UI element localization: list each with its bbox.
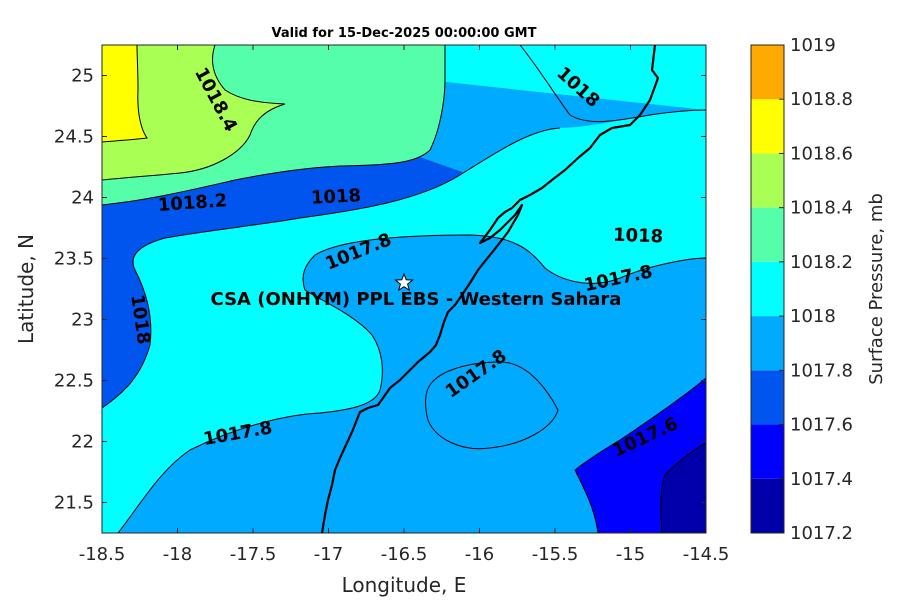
- x-axis-label: Longitude, E: [342, 573, 467, 597]
- station-marker: CSA (ONHYM) PPL EBS - Western Sahara: [211, 272, 622, 310]
- colorbar-segment: [751, 153, 784, 208]
- y-tick-label: 24.5: [54, 127, 94, 148]
- isoline: [519, 45, 706, 123]
- y-axis-ticks: 21.5 22 22.5 23 23.5 24 24.5 25: [54, 66, 706, 514]
- y-tick-label: 23: [71, 310, 94, 331]
- x-tick-label: -17.5: [230, 544, 277, 565]
- isoline: [574, 377, 706, 533]
- isoline: [102, 45, 286, 181]
- colorbar-segment: [751, 261, 784, 317]
- colorbar-tick-label: 1017.2: [790, 523, 853, 544]
- station-star-icon: [394, 272, 414, 292]
- colorbar-tick-label: 1018.8: [790, 89, 853, 110]
- isoline: [425, 361, 559, 450]
- colorbar-tick-label: 1018.4: [790, 198, 853, 219]
- y-tick-label: 22: [71, 432, 94, 453]
- colorbar-tick-label: 1017.8: [790, 360, 853, 381]
- colorbar: 1017.2 1017.4 1017.6 1017.8 1018 1018.2 1018.4…: [750, 35, 853, 544]
- colorbar-label: Surface Pressure, mb: [866, 193, 887, 385]
- colorbar-tick-label: 1018: [790, 306, 836, 327]
- fill-level-1018: [102, 45, 706, 533]
- colorbar-segment: [751, 478, 784, 533]
- y-tick-label: 24: [71, 188, 94, 209]
- colorbar-tick-label: 1017.4: [790, 469, 853, 490]
- y-tick-label: 22.5: [54, 371, 94, 392]
- x-tick-label: -18: [163, 544, 192, 565]
- y-axis-label: Latitude, N: [14, 234, 38, 344]
- fill-level-1017-8-pocket: [425, 362, 558, 449]
- x-tick-label: -16.5: [381, 544, 428, 565]
- x-axis-ticks: -18.5 -18 -17.5 -17 -16.5 -16 -15.5 -15 -14.5: [79, 45, 730, 565]
- fill-level-1018-6: [102, 45, 147, 142]
- isoline: [102, 45, 148, 143]
- x-tick-label: -18.5: [79, 544, 126, 565]
- isoline: [117, 234, 706, 533]
- x-tick-label: -16: [465, 544, 494, 565]
- colorbar-tick-label: 1018.6: [790, 143, 853, 164]
- colorbar-tick-label: 1017.6: [790, 415, 853, 436]
- y-tick-label: 25: [71, 66, 94, 87]
- colorbar-segment: [751, 316, 784, 371]
- y-tick-label: 21.5: [54, 493, 94, 514]
- chart-title: Valid for 15-Dec-2025 00:00:00 GMT: [272, 26, 537, 41]
- coastline: [320, 45, 660, 533]
- station-name: CSA (ONHYM) PPL EBS - Western Sahara: [211, 289, 622, 310]
- contour-label: 1018.2: [157, 190, 228, 216]
- isoline: [102, 45, 446, 206]
- fill-level-1017-2: [660, 443, 706, 533]
- y-tick-label: 23.5: [54, 249, 94, 270]
- colorbar-segment: [751, 424, 784, 479]
- contour-label: 1018: [310, 185, 361, 209]
- colorbar-tick-label: 1019: [790, 35, 836, 56]
- x-tick-label: -15.5: [532, 544, 579, 565]
- isoline: [660, 442, 706, 533]
- contour-lines: [102, 45, 706, 533]
- x-tick-label: -14.5: [683, 544, 730, 565]
- colorbar-tick-label: 1018.2: [790, 252, 853, 273]
- contour-label: 1018: [613, 225, 664, 248]
- colorbar-segment: [751, 99, 784, 154]
- colorbar-frame: [750, 44, 785, 534]
- colorbar-segment: [751, 207, 784, 262]
- colorbar-segment: [751, 370, 784, 425]
- x-tick-label: -15: [616, 544, 645, 565]
- isoline: [102, 127, 561, 409]
- x-tick-label: -17: [314, 544, 343, 565]
- contour-fills: [102, 45, 706, 533]
- fill-level-1018-4: [102, 45, 285, 180]
- colorbar-segment: [751, 45, 784, 100]
